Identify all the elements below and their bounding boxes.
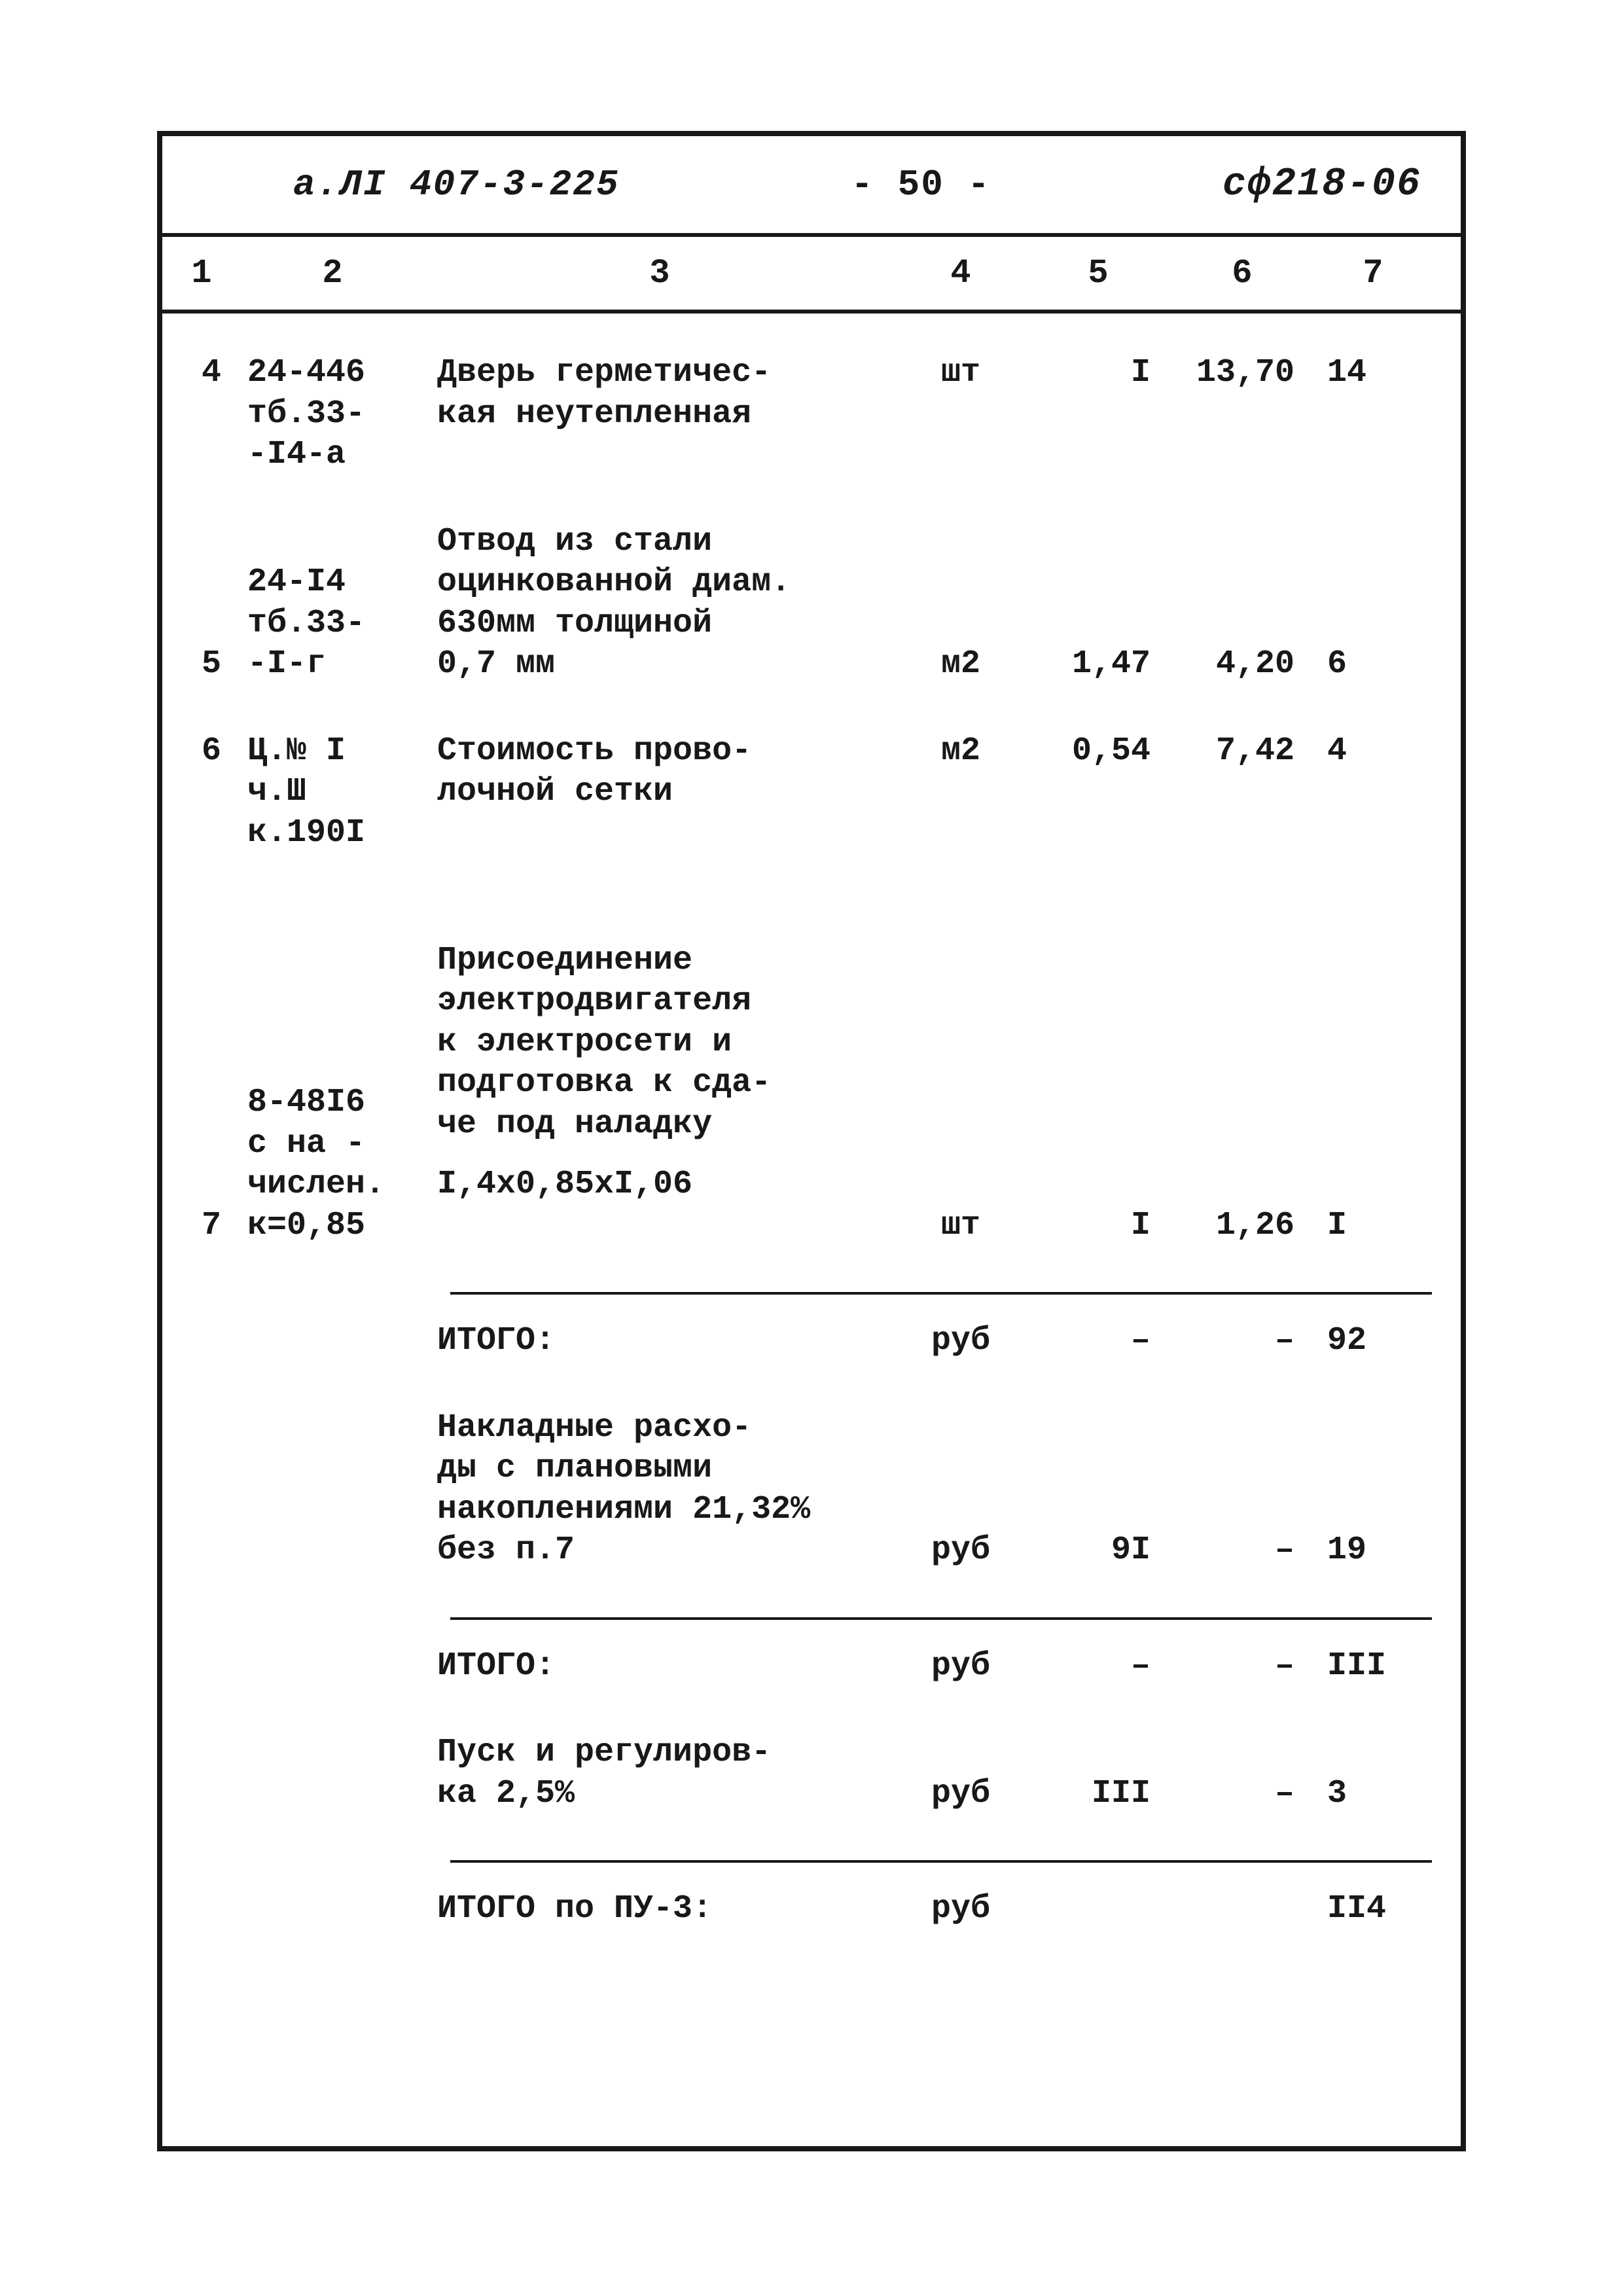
- row-code: 8-48І6 с на - числен. к=0,85: [241, 1083, 424, 1246]
- total-price: –: [1170, 1321, 1314, 1362]
- document-sheet: а.ЛІ 407-3-225 - 50 - сф218-06 1 2 3 4 5…: [157, 131, 1466, 2151]
- table-row: 5 24-І4 тб.33- -І-г Отвод из стали оцинк…: [162, 522, 1435, 685]
- total-unit: руб: [895, 1646, 1026, 1687]
- total-price: –: [1170, 1774, 1314, 1815]
- total-sum: ІІ4: [1314, 1889, 1432, 1930]
- column-headers: 1 2 3 4 5 6 7: [162, 237, 1461, 314]
- doc-code-right: сф218-06: [1222, 162, 1421, 207]
- total-sum: 92: [1314, 1321, 1432, 1362]
- row-num: 7: [162, 1206, 241, 1247]
- row-desc: Стоимость прово- лочной сетки: [424, 731, 895, 854]
- row-desc: Отвод из стали оцинкованной диам. 630мм …: [424, 522, 895, 685]
- title-bar: а.ЛІ 407-3-225 - 50 - сф218-06: [162, 136, 1461, 237]
- total-unit: руб: [895, 1774, 1026, 1815]
- total-sum: ІІІ: [1314, 1646, 1432, 1687]
- col-2-header: 2: [241, 254, 424, 293]
- row-price: 13,70: [1170, 353, 1314, 476]
- row-code: 24-І4 тб.33- -І-г: [241, 562, 424, 685]
- total-sum: 3: [1314, 1774, 1432, 1815]
- total-desc: ИТОГО по ПУ-3:: [424, 1889, 895, 1930]
- row-unit: шт: [895, 1206, 1026, 1247]
- section-rule: [450, 1617, 1432, 1620]
- row-desc-text: Присоединение электродвигателя к электро…: [437, 942, 771, 1143]
- row-calc: І,4х0,85хІ,06: [437, 1164, 895, 1206]
- total-unit: руб: [895, 1530, 1026, 1571]
- total-row: ИТОГО по ПУ-3: руб ІІ4: [162, 1889, 1435, 1930]
- row-qty: 0,54: [1026, 731, 1170, 854]
- page-number: - 50 -: [851, 164, 991, 206]
- col-3-header: 3: [424, 254, 895, 293]
- row-sum: 14: [1314, 353, 1432, 476]
- col-1-header: 1: [162, 254, 241, 293]
- total-price: –: [1170, 1530, 1314, 1571]
- row-price: 7,42: [1170, 731, 1314, 854]
- row-num: 6: [162, 731, 241, 854]
- row-sum: І: [1314, 1206, 1432, 1247]
- total-qty: –: [1026, 1646, 1170, 1687]
- row-code: 24-446 тб.33- -І4-а: [241, 353, 424, 476]
- doc-code-left: а.ЛІ 407-3-225: [293, 164, 619, 206]
- total-qty: ІІІ: [1026, 1774, 1170, 1815]
- table-row: 4 24-446 тб.33- -І4-а Дверь герметичес- …: [162, 353, 1435, 476]
- total-unit: руб: [895, 1321, 1026, 1362]
- section-rule: [450, 1860, 1432, 1863]
- col-7-header: 7: [1314, 254, 1432, 293]
- row-qty: І: [1026, 353, 1170, 476]
- row-desc: Дверь герметичес- кая неутепленная: [424, 353, 895, 476]
- col-6-header: 6: [1170, 254, 1314, 293]
- row-unit: м2: [895, 731, 1026, 854]
- row-num: 4: [162, 353, 241, 476]
- row-sum: 4: [1314, 731, 1432, 854]
- col-4-header: 4: [895, 254, 1026, 293]
- table-row: 6 Ц.№ І ч.Ш к.190І Стоимость прово- лочн…: [162, 731, 1435, 854]
- total-row: Пуск и регулиров- ка 2,5% руб ІІІ – 3: [162, 1732, 1435, 1814]
- total-qty: –: [1026, 1321, 1170, 1362]
- table-body: 4 24-446 тб.33- -І4-а Дверь герметичес- …: [162, 314, 1461, 2146]
- total-qty: 9І: [1026, 1530, 1170, 1571]
- total-desc: ИТОГО:: [424, 1646, 895, 1687]
- row-qty: І: [1026, 1206, 1170, 1247]
- row-num: 5: [162, 644, 241, 685]
- row-desc: Присоединение электродвигателя к электро…: [424, 899, 895, 1246]
- row-sum: 6: [1314, 644, 1432, 685]
- row-price: 1,26: [1170, 1206, 1314, 1247]
- row-code: Ц.№ І ч.Ш к.190І: [241, 731, 424, 854]
- section-rule: [450, 1292, 1432, 1295]
- total-sum: 19: [1314, 1530, 1432, 1571]
- total-row: ИТОГО: руб – – ІІІ: [162, 1646, 1435, 1687]
- row-unit: шт: [895, 353, 1026, 476]
- total-unit: руб: [895, 1889, 1026, 1930]
- col-5-header: 5: [1026, 254, 1170, 293]
- total-desc: Пуск и регулиров- ка 2,5%: [424, 1732, 895, 1814]
- total-desc: Накладные расхо- ды с плановыми накоплен…: [424, 1408, 895, 1571]
- total-row: Накладные расхо- ды с плановыми накоплен…: [162, 1408, 1435, 1571]
- total-price: –: [1170, 1646, 1314, 1687]
- row-unit: м2: [895, 644, 1026, 685]
- total-desc: ИТОГО:: [424, 1321, 895, 1362]
- row-qty: 1,47: [1026, 644, 1170, 685]
- row-price: 4,20: [1170, 644, 1314, 685]
- total-row: ИТОГО: руб – – 92: [162, 1321, 1435, 1362]
- table-row: 7 8-48І6 с на - числен. к=0,85 Присоедин…: [162, 899, 1435, 1246]
